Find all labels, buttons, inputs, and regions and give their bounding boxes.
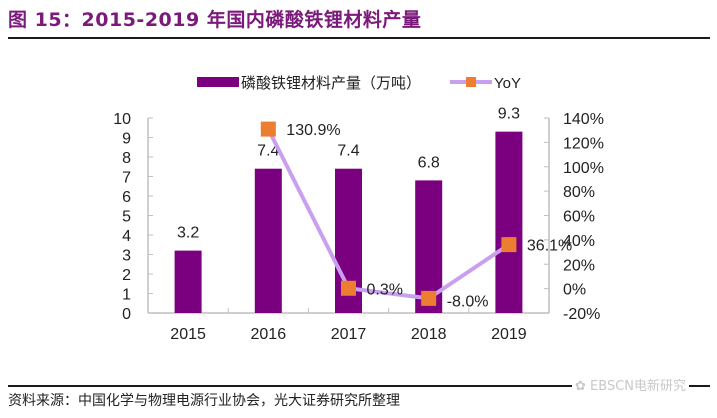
yoy-marker — [341, 280, 356, 296]
yoy-line — [266, 128, 511, 301]
bar-labels: 3.2 7.4 7.4 6.8 9.3 — [177, 106, 520, 242]
right-tick-label: 0% — [563, 282, 586, 299]
left-tick-label: 6 — [122, 189, 131, 206]
wechat-icon: ✿ — [575, 379, 586, 394]
legend-line-label: YoY — [494, 75, 521, 92]
bar — [495, 131, 523, 313]
yoy-line-series — [260, 121, 517, 306]
left-tick-label: 9 — [122, 131, 131, 148]
left-tick-label: 10 — [113, 111, 131, 128]
right-tick-label: 60% — [563, 209, 595, 226]
left-tick-label: 4 — [122, 228, 131, 245]
bar-data-label: 7.4 — [257, 143, 279, 160]
bar-data-label: 6.8 — [418, 154, 440, 171]
left-tick-label: 3 — [122, 248, 131, 265]
right-tick-label: 100% — [563, 160, 604, 177]
bar — [254, 168, 282, 313]
x-tick-label: 2015 — [170, 326, 206, 343]
legend-bar-label: 磷酸铁锂材料产量（万吨） — [241, 75, 421, 92]
right-tick-label: 80% — [563, 184, 595, 201]
bar-data-label: 9.3 — [498, 106, 520, 123]
yoy-data-label: -8.0% — [447, 293, 489, 310]
x-tick-label: 2019 — [491, 326, 527, 343]
legend-bar-swatch — [197, 77, 239, 87]
watermark-text: EBSCN电新研究 — [590, 379, 687, 394]
right-tick-label: 20% — [563, 257, 595, 274]
legend-line-marker — [466, 77, 476, 87]
x-tick-label: 2016 — [251, 326, 287, 343]
x-tick-label: 2018 — [411, 326, 447, 343]
left-tick-label: 0 — [122, 306, 131, 323]
x-tick-label: 2017 — [331, 326, 367, 343]
right-tick-label: 120% — [563, 135, 604, 152]
legend: 磷酸铁锂材料产量（万吨） YoY — [197, 75, 521, 92]
source-note: 资料来源：中国化学与物理电源行业协会，光大证券研究所整理 — [8, 393, 400, 409]
left-tick-label: 8 — [122, 150, 131, 167]
yoy-marker — [501, 237, 517, 253]
yoy-labels: 130.9% 0.3% -8.0% 36.1% — [286, 122, 572, 310]
left-tick-label: 2 — [122, 267, 131, 284]
yoy-data-label: 130.9% — [286, 122, 340, 139]
bar — [174, 250, 202, 313]
left-tick-label: 7 — [122, 170, 131, 187]
bar-data-label: 3.2 — [177, 225, 199, 242]
source-divider — [8, 385, 710, 387]
yoy-data-label: 0.3% — [367, 281, 403, 298]
title-divider — [8, 37, 710, 39]
right-tick-label: 40% — [563, 233, 595, 250]
bar-data-label: 7.4 — [337, 143, 359, 160]
watermark: ✿ EBSCN电新研究 — [572, 375, 690, 394]
figure-title: 图 15：2015-2019 年国内磷酸铁锂材料产量 — [8, 9, 422, 31]
right-tick-label: 140% — [563, 111, 604, 128]
chart: 磷酸铁锂材料产量（万吨） YoY 0 1 2 3 4 5 6 7 8 9 10 -20% 0% 20% 40%… — [113, 75, 604, 343]
left-tick-label: 5 — [122, 209, 131, 226]
right-tick-label: -20% — [563, 306, 600, 323]
yoy-marker — [260, 121, 276, 137]
yoy-marker — [421, 290, 437, 306]
yoy-data-label: 36.1% — [527, 238, 572, 255]
left-tick-label: 1 — [122, 287, 131, 304]
axes: 0 1 2 3 4 5 6 7 8 9 10 -20% 0% 20% 40% 60% 80% 100% 120% 14… — [113, 111, 604, 343]
